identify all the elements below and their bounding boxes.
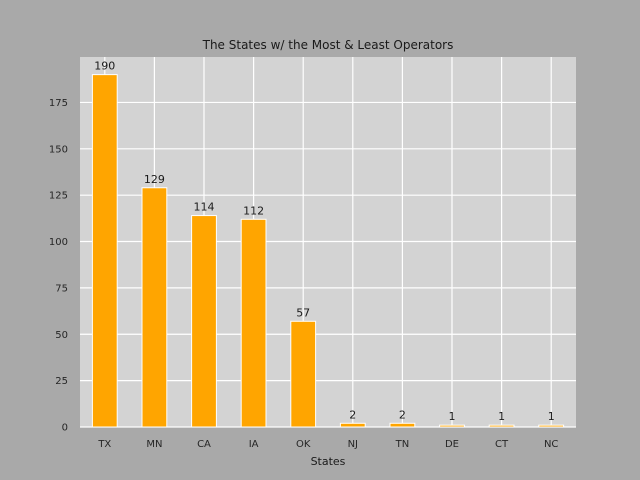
data-labels: 190 129 114 112 57 2 2 1 1 1 bbox=[94, 60, 554, 424]
x-axis-ticks: TX MN CA IA OK NJ TN DE CT NC bbox=[97, 439, 558, 450]
bar bbox=[191, 215, 217, 428]
bar bbox=[389, 422, 416, 428]
y-tick-label: 100 bbox=[49, 237, 68, 248]
x-tick-label: CA bbox=[197, 439, 211, 450]
data-label: 1 bbox=[498, 410, 505, 423]
bar bbox=[439, 424, 465, 428]
data-label: 190 bbox=[94, 60, 115, 73]
y-tick-label: 125 bbox=[49, 191, 68, 202]
x-tick-label: IA bbox=[249, 439, 259, 450]
bar bbox=[339, 422, 366, 428]
x-tick-label: OK bbox=[296, 439, 311, 450]
bar bbox=[538, 424, 565, 428]
bar bbox=[141, 187, 168, 428]
data-label: 2 bbox=[349, 408, 356, 421]
data-label: 1 bbox=[548, 410, 555, 423]
y-tick-label: 25 bbox=[55, 376, 68, 387]
y-tick-label: 175 bbox=[49, 98, 68, 109]
data-label: 114 bbox=[194, 201, 215, 214]
y-tick-label: 0 bbox=[62, 423, 68, 434]
bar bbox=[91, 74, 118, 428]
y-tick-label: 50 bbox=[55, 330, 68, 341]
x-tick-label: CT bbox=[495, 439, 509, 450]
data-label: 1 bbox=[449, 410, 456, 423]
x-tick-label: DE bbox=[445, 439, 459, 450]
data-label: 112 bbox=[243, 204, 264, 217]
bar bbox=[488, 424, 515, 428]
y-tick-label: 150 bbox=[49, 144, 68, 155]
x-tick-label: NJ bbox=[348, 439, 358, 450]
x-tick-label: TN bbox=[395, 439, 410, 450]
x-tick-label: TX bbox=[97, 439, 111, 450]
x-axis-title: States bbox=[311, 455, 346, 468]
chart-title: The States w/ the Most & Least Operators bbox=[202, 38, 454, 52]
bar bbox=[290, 320, 317, 428]
data-label: 129 bbox=[144, 173, 165, 186]
y-axis-ticks: 0 25 50 75 100 125 150 175 bbox=[49, 98, 68, 434]
data-label: 2 bbox=[399, 408, 406, 421]
y-tick-label: 75 bbox=[55, 283, 68, 294]
bars bbox=[91, 74, 565, 428]
bar bbox=[240, 218, 267, 428]
x-tick-label: MN bbox=[146, 439, 162, 450]
x-tick-label: NC bbox=[544, 439, 558, 450]
data-label: 57 bbox=[296, 306, 310, 319]
